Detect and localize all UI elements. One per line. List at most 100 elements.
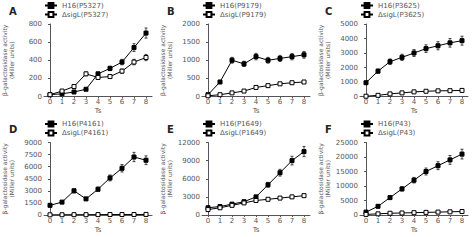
svg-text:2: 2 bbox=[388, 98, 392, 106]
svg-text:2: 2 bbox=[230, 217, 234, 225]
svg-text:600: 600 bbox=[29, 38, 42, 46]
svg-text:3: 3 bbox=[400, 217, 404, 225]
svg-text:6: 6 bbox=[436, 217, 441, 225]
svg-text:2000: 2000 bbox=[182, 20, 200, 28]
svg-text:8: 8 bbox=[302, 98, 306, 106]
svg-text:6: 6 bbox=[278, 98, 283, 106]
svg-text:7: 7 bbox=[290, 98, 294, 106]
svg-text:1: 1 bbox=[376, 98, 380, 106]
svg-text:ΔsigL(P1649): ΔsigL(P1649) bbox=[220, 129, 266, 137]
svg-text:Ts: Ts bbox=[94, 226, 102, 234]
svg-text:0: 0 bbox=[196, 211, 200, 219]
svg-text:4: 4 bbox=[412, 98, 417, 106]
svg-text:3000: 3000 bbox=[24, 187, 42, 195]
svg-text:2: 2 bbox=[230, 98, 234, 106]
svg-text:20000: 20000 bbox=[336, 153, 358, 161]
svg-text:4: 4 bbox=[96, 98, 101, 106]
svg-text:1500: 1500 bbox=[24, 199, 42, 207]
svg-text:5: 5 bbox=[266, 217, 270, 225]
svg-text:ΔsigL(P5327): ΔsigL(P5327) bbox=[62, 11, 108, 19]
svg-text:1: 1 bbox=[60, 217, 64, 225]
svg-text:200: 200 bbox=[29, 74, 42, 82]
svg-text:1: 1 bbox=[218, 98, 222, 106]
svg-text:9000: 9000 bbox=[24, 139, 42, 147]
svg-text:10000: 10000 bbox=[336, 182, 358, 190]
svg-text:0: 0 bbox=[206, 217, 210, 225]
svg-text:8: 8 bbox=[460, 217, 464, 225]
svg-text:(Miller units): (Miller units) bbox=[166, 41, 173, 79]
svg-text:1: 1 bbox=[60, 98, 64, 106]
svg-text:8: 8 bbox=[144, 98, 148, 106]
svg-text:(Miller units): (Miller units) bbox=[8, 41, 15, 79]
svg-text:15000: 15000 bbox=[336, 168, 358, 176]
svg-text:3: 3 bbox=[242, 98, 246, 106]
svg-text:0: 0 bbox=[48, 217, 52, 225]
svg-text:0: 0 bbox=[38, 211, 42, 219]
svg-text:2: 2 bbox=[72, 98, 76, 106]
svg-text:500: 500 bbox=[187, 74, 200, 82]
svg-text:ΔsigL(P43): ΔsigL(P43) bbox=[378, 129, 416, 137]
svg-text:H16(P4161): H16(P4161) bbox=[62, 120, 104, 128]
svg-text:5: 5 bbox=[424, 217, 428, 225]
svg-text:(Miller units): (Miller units) bbox=[324, 160, 331, 198]
svg-text:H16(P43): H16(P43) bbox=[378, 120, 411, 128]
svg-text:5: 5 bbox=[266, 98, 270, 106]
svg-text:400: 400 bbox=[29, 56, 42, 64]
svg-text:1000: 1000 bbox=[340, 78, 358, 86]
svg-text:1: 1 bbox=[218, 217, 222, 225]
svg-text:7: 7 bbox=[448, 98, 452, 106]
svg-text:1000: 1000 bbox=[182, 56, 200, 64]
svg-text:H16(P3625): H16(P3625) bbox=[378, 2, 420, 10]
svg-text:5000: 5000 bbox=[340, 20, 358, 28]
svg-text:ΔsigL(P9179): ΔsigL(P9179) bbox=[220, 11, 266, 19]
svg-text:3: 3 bbox=[84, 217, 88, 225]
svg-text:(Miller units): (Miller units) bbox=[166, 160, 173, 198]
svg-text:0: 0 bbox=[364, 98, 368, 106]
svg-text:C: C bbox=[325, 6, 332, 17]
svg-text:0: 0 bbox=[206, 98, 210, 106]
svg-text:0: 0 bbox=[354, 93, 358, 101]
svg-text:Ts: Ts bbox=[410, 107, 418, 115]
svg-text:(Miller units): (Miller units) bbox=[324, 41, 331, 79]
svg-text:2000: 2000 bbox=[340, 64, 358, 72]
svg-text:B: B bbox=[167, 6, 175, 17]
svg-text:9000: 9000 bbox=[182, 157, 200, 165]
svg-text:0: 0 bbox=[38, 93, 42, 101]
svg-text:5: 5 bbox=[108, 98, 112, 106]
svg-text:H16(P9179): H16(P9179) bbox=[220, 2, 262, 10]
svg-text:0: 0 bbox=[364, 217, 368, 225]
svg-text:A: A bbox=[9, 6, 17, 17]
svg-text:8: 8 bbox=[144, 217, 148, 225]
svg-text:5000: 5000 bbox=[340, 197, 358, 205]
svg-text:7: 7 bbox=[290, 217, 294, 225]
svg-text:H16(P1649): H16(P1649) bbox=[220, 120, 262, 128]
svg-text:8: 8 bbox=[460, 98, 464, 106]
svg-text:4: 4 bbox=[254, 217, 259, 225]
svg-text:3: 3 bbox=[400, 98, 404, 106]
svg-text:0: 0 bbox=[48, 98, 52, 106]
svg-text:6000: 6000 bbox=[24, 163, 42, 171]
svg-text:1500: 1500 bbox=[182, 38, 200, 46]
svg-text:5: 5 bbox=[108, 217, 112, 225]
svg-text:7: 7 bbox=[448, 217, 452, 225]
svg-text:6: 6 bbox=[120, 98, 125, 106]
svg-text:3: 3 bbox=[242, 217, 246, 225]
svg-text:(Miller units): (Miller units) bbox=[8, 160, 15, 198]
svg-text:12000: 12000 bbox=[178, 139, 200, 147]
svg-text:4500: 4500 bbox=[24, 175, 42, 183]
svg-text:H16(P5327): H16(P5327) bbox=[62, 2, 104, 10]
svg-text:8: 8 bbox=[302, 217, 306, 225]
svg-text:7500: 7500 bbox=[24, 151, 42, 159]
svg-text:4: 4 bbox=[96, 217, 101, 225]
svg-text:25000: 25000 bbox=[336, 139, 358, 147]
svg-text:Ts: Ts bbox=[252, 107, 260, 115]
svg-text:7: 7 bbox=[132, 217, 136, 225]
svg-text:ΔsigL(P3625): ΔsigL(P3625) bbox=[378, 11, 424, 19]
svg-text:3: 3 bbox=[84, 98, 88, 106]
svg-text:4000: 4000 bbox=[340, 35, 358, 43]
svg-text:Ts: Ts bbox=[94, 107, 102, 115]
svg-text:E: E bbox=[167, 124, 174, 135]
svg-text:3000: 3000 bbox=[340, 49, 358, 57]
svg-text:6000: 6000 bbox=[182, 175, 200, 183]
svg-text:F: F bbox=[325, 124, 332, 135]
